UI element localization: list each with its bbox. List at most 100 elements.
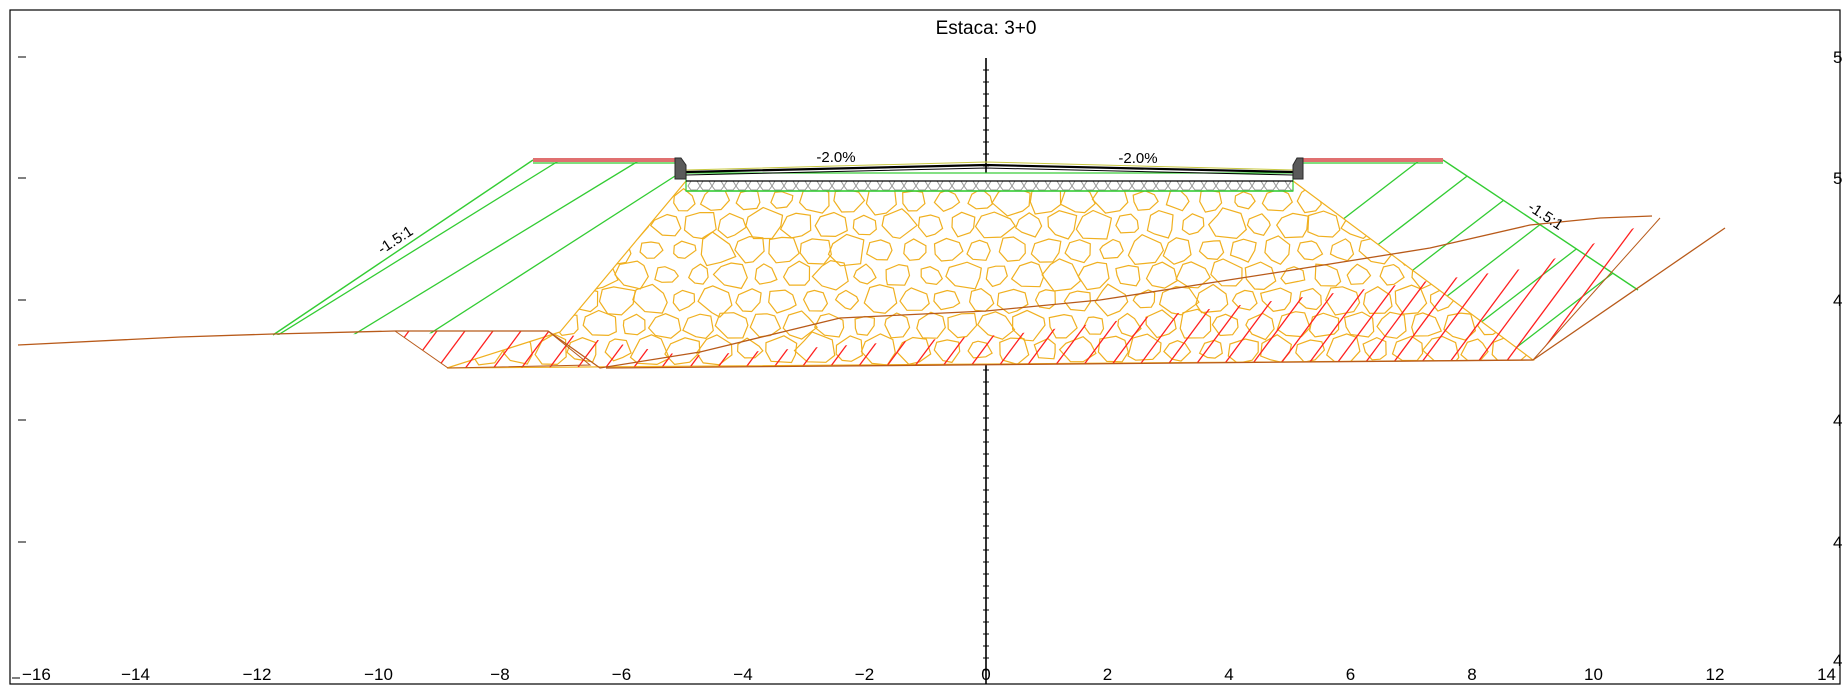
rock-cell bbox=[1244, 261, 1277, 291]
rock-cell bbox=[1234, 191, 1256, 210]
rock-cell bbox=[1034, 289, 1056, 310]
rock-cell bbox=[863, 284, 898, 314]
rock-cell bbox=[622, 313, 646, 336]
rock-cell bbox=[1329, 238, 1355, 262]
rock-cell bbox=[573, 240, 596, 260]
rock-cell bbox=[920, 266, 944, 286]
rock-cell bbox=[814, 211, 848, 238]
rock-cell bbox=[1115, 213, 1140, 234]
y-tick-label: 4 bbox=[1833, 651, 1842, 670]
rock-cell bbox=[1162, 237, 1192, 265]
rock-cell bbox=[1179, 308, 1212, 339]
rock-cell bbox=[1145, 261, 1178, 289]
rock-cell bbox=[447, 239, 466, 262]
rockfill-core bbox=[446, 180, 1573, 369]
rock-cell bbox=[1543, 315, 1573, 338]
rock-cell bbox=[538, 286, 565, 313]
rock-cell bbox=[916, 311, 946, 339]
rock-cell bbox=[1058, 336, 1097, 363]
rock-cell bbox=[1362, 336, 1387, 361]
y-tick-label: 5 bbox=[1833, 169, 1842, 188]
rock-cell bbox=[519, 265, 549, 286]
rock-cell bbox=[947, 312, 978, 339]
rock-cell bbox=[1094, 283, 1129, 317]
rock-cell bbox=[551, 264, 584, 288]
rock-cell bbox=[1041, 258, 1082, 292]
existing-ground-line bbox=[17, 215, 1726, 369]
rock-cell bbox=[1428, 190, 1455, 212]
rock-cell bbox=[1083, 316, 1105, 335]
fill-slope-left bbox=[272, 159, 686, 336]
rock-cell bbox=[1030, 238, 1062, 263]
rock-cell bbox=[1198, 240, 1225, 261]
y-tick-label: 4 bbox=[1833, 291, 1842, 310]
rock-cell bbox=[1198, 339, 1223, 359]
rock-cell bbox=[793, 331, 836, 363]
rock-cell bbox=[1048, 313, 1078, 339]
rock-cell bbox=[1392, 187, 1426, 211]
slope-hatch-line bbox=[344, 160, 641, 335]
grade-label-left: -2.0% bbox=[816, 149, 855, 166]
rock-cell bbox=[1097, 335, 1129, 363]
rock-cell bbox=[1280, 266, 1306, 285]
rock-cell bbox=[734, 235, 765, 264]
x-tick-label: 8 bbox=[1467, 665, 1476, 684]
rock-cell bbox=[967, 340, 993, 359]
right-axis-labels: 5 5 4 4 4 4 bbox=[1833, 48, 1842, 670]
rock-cell bbox=[598, 286, 636, 316]
x-tick-label: 10 bbox=[1584, 665, 1603, 684]
rock-cell bbox=[1127, 333, 1162, 361]
rock-cell bbox=[1325, 286, 1361, 316]
rock-cell bbox=[885, 263, 911, 286]
rock-cell bbox=[782, 310, 818, 340]
rock-cell bbox=[504, 290, 533, 311]
rock-cell bbox=[629, 334, 671, 366]
slope-hatch-line bbox=[1293, 160, 1421, 360]
rock-cell bbox=[485, 211, 515, 239]
rock-cell bbox=[1146, 209, 1174, 239]
x-tick-label: −14 bbox=[121, 665, 150, 684]
rock-cell bbox=[1127, 233, 1165, 266]
y-tick-label: 4 bbox=[1833, 411, 1842, 430]
rock-cell bbox=[639, 241, 664, 259]
rock-cell bbox=[1063, 290, 1092, 312]
rock-cell bbox=[1010, 261, 1045, 288]
rock-cell bbox=[1199, 189, 1223, 213]
rock-cell bbox=[768, 236, 800, 264]
rock-cell bbox=[1425, 233, 1462, 265]
rock-cell bbox=[999, 337, 1030, 365]
rock-cell bbox=[1181, 213, 1205, 236]
x-tick-label: −2 bbox=[855, 665, 874, 684]
x-tick-label: −10 bbox=[364, 665, 393, 684]
rock-cell bbox=[1210, 258, 1243, 287]
x-tick-label: −12 bbox=[243, 665, 272, 684]
x-tick-label: −16 bbox=[22, 665, 51, 684]
shoulder-right bbox=[1303, 158, 1443, 164]
rock-cell bbox=[745, 206, 784, 240]
rock-cell bbox=[447, 285, 468, 315]
rock-cell bbox=[966, 239, 991, 261]
rock-cell bbox=[1246, 213, 1271, 236]
rock-cell bbox=[1231, 289, 1258, 311]
rock-cell bbox=[1229, 238, 1257, 263]
rock-cell bbox=[649, 213, 682, 237]
rock-cell bbox=[933, 289, 961, 311]
rock-cell bbox=[951, 211, 976, 238]
rock-cell bbox=[974, 211, 1017, 239]
rock-cell bbox=[614, 260, 649, 290]
rock-cell bbox=[1158, 285, 1200, 316]
rock-cell bbox=[673, 187, 696, 212]
rock-cell bbox=[604, 338, 632, 362]
rock-cell bbox=[899, 287, 930, 311]
rock-cell bbox=[683, 212, 717, 240]
rock-cell bbox=[1264, 235, 1291, 266]
rock-cell bbox=[933, 237, 964, 262]
rock-cell bbox=[554, 210, 582, 238]
x-tick-label: 0 bbox=[981, 665, 990, 684]
cut-hatch-line bbox=[1555, 218, 1660, 368]
rock-cell bbox=[754, 263, 778, 285]
rock-cell bbox=[827, 233, 865, 267]
rock-cell bbox=[712, 262, 748, 290]
x-tick-label: −6 bbox=[612, 665, 631, 684]
grade-label-right: -2.0% bbox=[1118, 150, 1157, 167]
